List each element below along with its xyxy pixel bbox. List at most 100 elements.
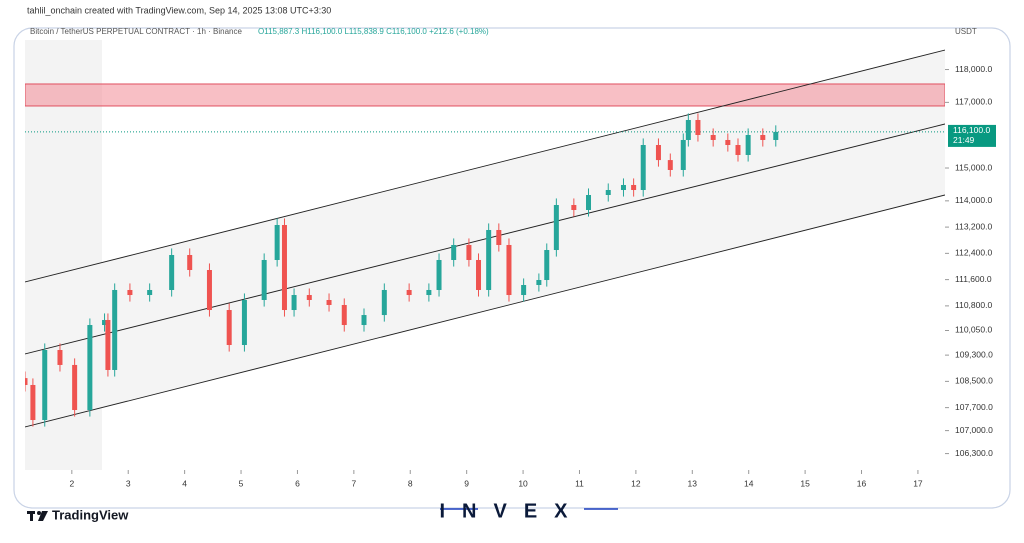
- candle-body: [169, 255, 175, 290]
- candle-body: [127, 289, 133, 296]
- candle-body: [112, 289, 118, 370]
- symbol: Bitcoin / TetherUS PERPETUAL CONTRACT · …: [30, 27, 242, 36]
- candle-body: [42, 349, 48, 421]
- x-tick-label: 17: [913, 478, 923, 488]
- candle-body: [745, 134, 751, 155]
- y-tick-label: 111,600.0: [955, 274, 992, 284]
- x-tick-label: 4: [182, 478, 187, 488]
- x-tick-label: 13: [688, 478, 698, 488]
- candle-body: [147, 289, 153, 296]
- last-price-label: 116,100.0: [953, 125, 990, 135]
- candle-body: [506, 244, 512, 296]
- currency: USDT: [955, 27, 977, 36]
- candle-body: [306, 295, 312, 301]
- candle-body: [725, 139, 731, 146]
- candle-body: [72, 364, 78, 410]
- candle-body: [281, 224, 287, 311]
- y-tick-label: 117,000.0: [955, 97, 992, 107]
- y-tick-label: 110,050.0: [955, 325, 992, 335]
- candle-body: [476, 259, 482, 290]
- candle-body: [536, 280, 542, 286]
- ohlc: O115,887.3 H116,100.0 L115,838.9 C116,10…: [258, 27, 489, 36]
- candle-body: [406, 289, 412, 296]
- channel-fill: [25, 50, 945, 428]
- candle-body: [760, 134, 766, 140]
- y-tick-label: 110,800.0: [955, 300, 992, 310]
- x-tick-label: 2: [69, 478, 74, 488]
- candle-body: [553, 205, 559, 251]
- watermark: INVEX: [439, 500, 584, 522]
- candle-body: [544, 250, 550, 281]
- x-tick-label: 16: [857, 478, 867, 488]
- y-tick-label: 112,400.0: [955, 248, 992, 258]
- y-tick-label: 109,300.0: [955, 349, 993, 359]
- candle-body: [496, 229, 502, 245]
- last-price-badge: [948, 124, 996, 147]
- candle-body: [57, 349, 63, 365]
- candle-body: [426, 289, 432, 296]
- candle-body: [640, 145, 646, 191]
- candle-body: [261, 259, 267, 301]
- candle-body: [710, 134, 716, 140]
- candle-body: [105, 319, 111, 370]
- logo-text: TradingView: [52, 507, 129, 522]
- candle-body: [620, 184, 626, 191]
- candle-body: [735, 145, 741, 155]
- x-tick-label: 11: [575, 478, 584, 488]
- candle-body: [631, 184, 637, 191]
- candle-body: [206, 270, 212, 311]
- candle-body: [571, 205, 577, 210]
- x-tick-label: 9: [464, 478, 469, 488]
- candle-body: [274, 224, 280, 260]
- candle-body: [30, 384, 36, 421]
- x-tick-label: 8: [408, 478, 413, 488]
- channel-line: [25, 49, 945, 283]
- y-tick-label: 118,000.0: [955, 64, 992, 74]
- candle-body: [187, 255, 193, 271]
- candle-body: [87, 325, 93, 410]
- candle-body: [695, 119, 701, 135]
- y-tick-label: 115,000.0: [955, 162, 992, 172]
- logo: [27, 511, 48, 521]
- candle-body: [326, 300, 332, 305]
- x-tick-label: 10: [518, 478, 528, 488]
- candle-body: [685, 119, 691, 140]
- candle-body: [486, 229, 492, 290]
- candle-body: [680, 139, 686, 170]
- candle-body: [102, 319, 108, 326]
- y-tick-label: 108,500.0: [955, 376, 993, 386]
- candle-body: [341, 304, 347, 326]
- candle-body: [291, 295, 297, 311]
- countdown: 21:49: [953, 135, 975, 145]
- plot: [25, 49, 945, 428]
- y-tick-label: 107,700.0: [955, 402, 993, 412]
- x-tick-label: 7: [351, 478, 356, 488]
- candle-body: [25, 378, 28, 385]
- candle-body: [361, 315, 367, 326]
- y-tick-label: 114,000.0: [955, 195, 992, 205]
- y-tick-label: 107,000.0: [955, 425, 993, 435]
- candle-body: [586, 194, 592, 210]
- credit: tahlil_onchain created with TradingView.…: [27, 5, 331, 15]
- candle-body: [773, 131, 779, 140]
- candle-body: [655, 145, 661, 161]
- x-tick-label: 5: [239, 478, 244, 488]
- candle-body: [605, 190, 611, 195]
- candle-body: [381, 289, 387, 316]
- y-tick-label: 106,300.0: [955, 448, 993, 458]
- x-tick-label: 12: [631, 478, 641, 488]
- candle-body: [241, 300, 247, 346]
- channel-line: [25, 123, 945, 355]
- y-tick-label: 113,200.0: [955, 221, 992, 231]
- resistance-zone: [25, 83, 945, 107]
- candle-body: [451, 244, 457, 260]
- x-tick-label: 14: [744, 478, 754, 488]
- x-tick-label: 6: [295, 478, 300, 488]
- candle-body: [466, 244, 472, 260]
- candle-body: [436, 259, 442, 290]
- x-tick-label: 3: [126, 478, 131, 488]
- x-tick-label: 15: [800, 478, 810, 488]
- candle-body: [226, 310, 232, 346]
